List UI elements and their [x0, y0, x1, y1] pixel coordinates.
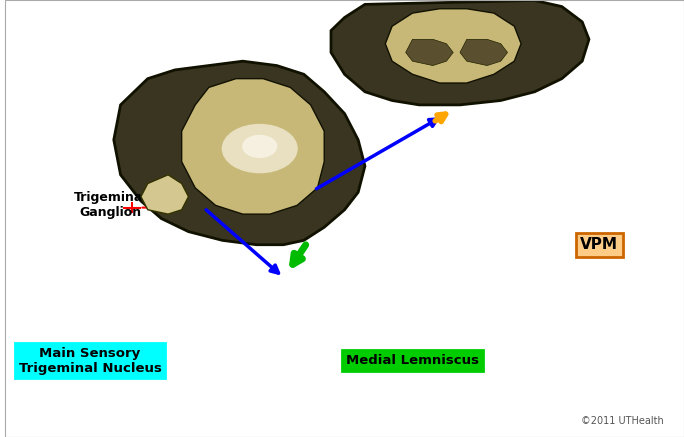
- Polygon shape: [141, 175, 189, 214]
- Polygon shape: [114, 61, 365, 245]
- Circle shape: [243, 135, 277, 157]
- Text: ©2011 UTHealth: ©2011 UTHealth: [581, 416, 663, 426]
- Circle shape: [222, 125, 297, 173]
- Polygon shape: [406, 39, 453, 66]
- Polygon shape: [182, 79, 324, 214]
- Text: Medial Lemniscus: Medial Lemniscus: [346, 354, 479, 367]
- Text: Trigeminal
Ganglion: Trigeminal Ganglion: [74, 191, 147, 219]
- Text: Main Sensory
Trigeminal Nucleus: Main Sensory Trigeminal Nucleus: [18, 347, 161, 375]
- Polygon shape: [331, 0, 589, 105]
- Polygon shape: [460, 39, 508, 66]
- Text: VPM: VPM: [580, 237, 618, 252]
- Polygon shape: [385, 9, 521, 83]
